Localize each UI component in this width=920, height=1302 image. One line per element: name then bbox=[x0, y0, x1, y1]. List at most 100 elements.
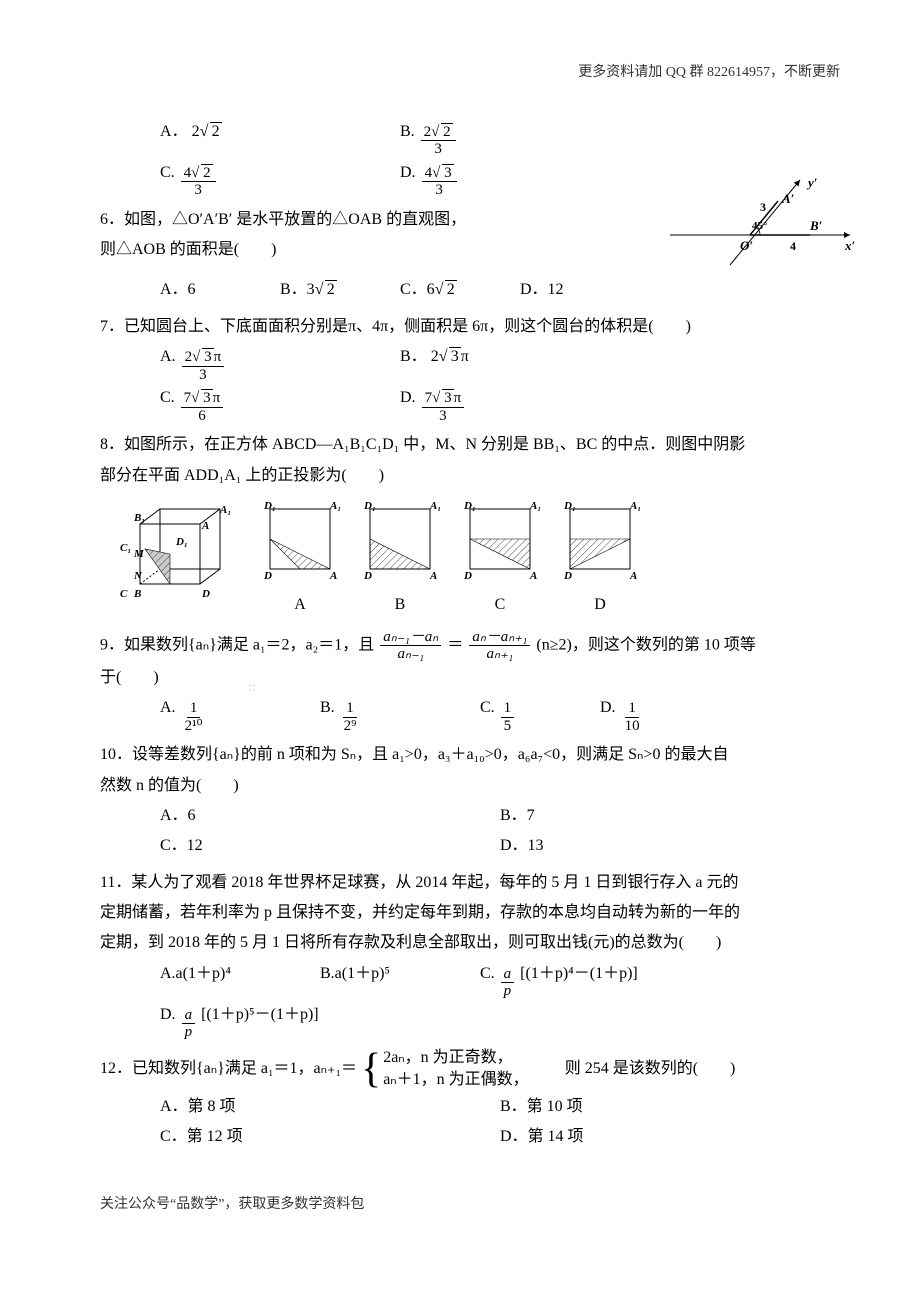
q10-c: C．12 bbox=[160, 831, 500, 861]
q10-b: B．7 bbox=[500, 801, 740, 831]
q8-figures: B₁ A₁ C₁ D₁ M N A D C B D₁ A₁ D A A bbox=[120, 499, 840, 621]
svg-text:D: D bbox=[363, 570, 372, 579]
q8-stem1: 8．如图所示，在正方体 ABCD—A₁B₁C₁D₁ 中，M、N 分别是 BB₁、… bbox=[100, 430, 840, 460]
q7-d: D. 73π3 bbox=[400, 383, 640, 424]
q6-a: A．6 bbox=[160, 275, 280, 305]
svg-text:A: A bbox=[629, 570, 637, 579]
svg-text:A′: A′ bbox=[781, 191, 795, 206]
svg-text:45°: 45° bbox=[752, 220, 767, 232]
svg-text:D₁: D₁ bbox=[363, 500, 376, 512]
q6-c: C．62 bbox=[400, 275, 520, 305]
q11-stem1: 11．某人为了观看 2018 年世界杯足球赛，从 2014 年起，每年的 5 月… bbox=[100, 868, 840, 898]
svg-text:y′: y′ bbox=[806, 175, 818, 190]
q5-choice-a: A． 22 bbox=[160, 117, 400, 158]
q10-stem1: 10．设等差数列{aₙ}的前 n 项和为 Sₙ，且 a₁>0，a₃＋a₁₀>0，… bbox=[100, 740, 840, 770]
svg-text:B′: B′ bbox=[809, 218, 823, 233]
q8-opt-d: D₁ A₁ D A bbox=[560, 499, 640, 579]
svg-text:D: D bbox=[263, 570, 272, 579]
q12-stem-a: 12．已知数列{aₙ}满足 a₁＝1，aₙ₊₁＝ bbox=[100, 1060, 357, 1077]
q8-cube: B₁ A₁ C₁ D₁ M N A D C B bbox=[120, 499, 240, 609]
q8-stem2: 部分在平面 ADD₁A₁ 上的正投影为( ) bbox=[100, 461, 840, 491]
svg-text:4: 4 bbox=[790, 239, 796, 253]
q11-stem2: 定期储蓄，若年利率为 p 且保持不变，并约定每年到期，存款的本息均自动转为新的一… bbox=[100, 898, 840, 928]
q11-c: C. ap [(1＋p)⁴－(1＋p)] bbox=[480, 959, 680, 1000]
q10-a: A．6 bbox=[160, 801, 500, 831]
page-header: 更多资料请加 QQ 群 822614957，不断更新 bbox=[100, 60, 840, 87]
q12-c: C．第 12 项 bbox=[160, 1122, 500, 1152]
svg-text:D: D bbox=[463, 570, 472, 579]
q5-b-label: B. bbox=[400, 117, 415, 147]
q6: 6．如图，△O′A′B′ 是水平放置的△OAB 的直观图， 则△AOB 的面积是… bbox=[100, 205, 840, 306]
q7-c: C. 73π6 bbox=[160, 383, 400, 424]
q12-stem-b: 则 254 是该数列的( ) bbox=[533, 1060, 736, 1077]
q7-stem: 7．已知圆台上、下底面面积分别是π、4π，侧面积是 6π，则这个圆台的体积是( … bbox=[100, 312, 840, 342]
svg-text:A₁: A₁ bbox=[219, 504, 231, 516]
q5-d-den: 3 bbox=[432, 182, 446, 199]
q8: 8．如图所示，在正方体 ABCD—A₁B₁C₁D₁ 中，M、N 分别是 BB₁、… bbox=[100, 430, 840, 621]
q12-a: A．第 8 项 bbox=[160, 1092, 500, 1122]
q9-d: D.110 bbox=[600, 693, 720, 734]
q10-stem2: 然数 n 的值为( ) bbox=[100, 771, 840, 801]
q8-opt-a: D₁ A₁ D A bbox=[260, 499, 340, 579]
q11: 11．某人为了观看 2018 年世界杯足球赛，从 2014 年起，每年的 5 月… bbox=[100, 868, 840, 1041]
q5-choice-b: B. 223 bbox=[400, 117, 640, 158]
q7: 7．已知圆台上、下底面面积分别是π、4π，侧面积是 6π，则这个圆台的体积是( … bbox=[100, 312, 840, 424]
q11-d: D. ap [(1＋p)⁵－(1＋p)] bbox=[160, 1000, 360, 1041]
q10-d: D．13 bbox=[500, 831, 740, 861]
q6-d: D．12 bbox=[520, 275, 640, 305]
q5-b-den: 3 bbox=[431, 141, 445, 158]
q12-piece1: 2aₙ，n 为正奇数， bbox=[383, 1047, 528, 1069]
svg-text:A: A bbox=[429, 570, 437, 579]
svg-text:N: N bbox=[133, 570, 143, 582]
svg-text:D₁: D₁ bbox=[463, 500, 476, 512]
q10: 10．设等差数列{aₙ}的前 n 项和为 Sₙ，且 a₁>0，a₃＋a₁₀>0，… bbox=[100, 740, 840, 862]
q9-stem-b: (n≥2)，则这个数列的第 10 项等 bbox=[536, 636, 755, 653]
svg-text:M: M bbox=[133, 548, 145, 560]
q9-b: B.12⁹ bbox=[320, 693, 480, 734]
svg-text:A: A bbox=[529, 570, 537, 579]
q12-d: D．第 14 项 bbox=[500, 1122, 740, 1152]
svg-text:D₁: D₁ bbox=[263, 500, 276, 512]
q11-stem3: 定期，到 2018 年的 5 月 1 日将所有存款及利息全部取出，则可取出钱(元… bbox=[100, 928, 840, 958]
q5-c-label: C. bbox=[160, 158, 175, 188]
q6-figure: y′ x′ A′ B′ O′ 3 4 45° bbox=[660, 175, 860, 275]
q5-c-den: 3 bbox=[191, 182, 205, 199]
svg-text:A₁: A₁ bbox=[329, 500, 340, 512]
svg-text:C: C bbox=[120, 588, 128, 600]
svg-text:A: A bbox=[201, 520, 209, 532]
svg-text:D₁: D₁ bbox=[175, 536, 188, 548]
q11-a: A.a(1＋p)⁴ bbox=[160, 959, 320, 1000]
page-footer: 关注公众号“品数学”，获取更多数学资料包 bbox=[100, 1192, 840, 1219]
q8-opt-c: D₁ A₁ D A bbox=[460, 499, 540, 579]
q5-choice-d: D. 433 bbox=[400, 158, 640, 199]
q9-stem2: 于( ) bbox=[100, 663, 840, 693]
svg-text:B: B bbox=[133, 588, 141, 600]
svg-text:A: A bbox=[329, 570, 337, 579]
q5-d-label: D. bbox=[400, 158, 416, 188]
svg-text:C₁: C₁ bbox=[120, 542, 131, 554]
svg-text:O′: O′ bbox=[740, 238, 753, 253]
svg-text:D: D bbox=[563, 570, 572, 579]
q8-opt-b: D₁ A₁ D A bbox=[360, 499, 440, 579]
q5-choice-c: C. 423 bbox=[160, 158, 400, 199]
svg-text:A₁: A₁ bbox=[629, 500, 640, 512]
q9-stem-a: 9．如果数列{aₙ}满足 a₁＝2，a₂＝1，且 bbox=[100, 636, 374, 653]
q6-b: B．32 bbox=[280, 275, 400, 305]
q9: 9．如果数列{aₙ}满足 a₁＝2，a₂＝1，且 aₙ₋₁－aₙaₙ₋₁ ＝ a… bbox=[100, 629, 840, 734]
q12: 12．已知数列{aₙ}满足 a₁＝1，aₙ₊₁＝ { 2aₙ，n 为正奇数， a… bbox=[100, 1047, 840, 1153]
q11-b: B.a(1＋p)⁵ bbox=[320, 959, 480, 1000]
q5-a-label: A． bbox=[160, 117, 188, 147]
svg-text:A₁: A₁ bbox=[429, 500, 440, 512]
q12-b: B．第 10 项 bbox=[500, 1092, 740, 1122]
q12-piece2: aₙ＋1，n 为正偶数， bbox=[383, 1069, 528, 1091]
svg-text:D₁: D₁ bbox=[563, 500, 576, 512]
svg-text:D: D bbox=[201, 588, 210, 600]
svg-text:B₁: B₁ bbox=[133, 512, 145, 524]
svg-text:x′: x′ bbox=[844, 238, 856, 253]
svg-text:A₁: A₁ bbox=[529, 500, 540, 512]
q9-a: A.12¹⁰ bbox=[160, 693, 320, 734]
q7-b: B．23π bbox=[400, 342, 640, 383]
q7-a: A. 23π3 bbox=[160, 342, 400, 383]
q9-c: C.15 bbox=[480, 693, 600, 734]
svg-text:3: 3 bbox=[760, 200, 766, 214]
